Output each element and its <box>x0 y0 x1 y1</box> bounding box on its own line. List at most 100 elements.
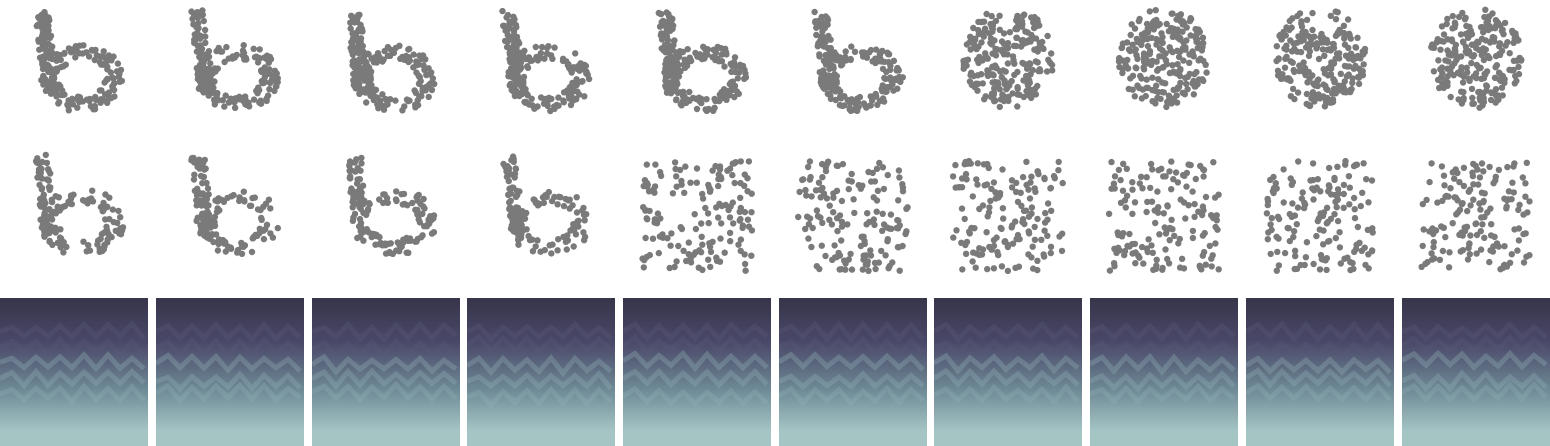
point <box>880 221 888 228</box>
point <box>257 100 265 107</box>
point <box>514 71 521 79</box>
point <box>46 17 53 24</box>
point <box>266 66 273 73</box>
point <box>512 21 520 29</box>
point <box>979 80 986 87</box>
texture-wave <box>1246 355 1392 376</box>
point <box>884 49 891 56</box>
point <box>1294 48 1301 55</box>
point <box>1309 160 1317 167</box>
point <box>97 235 104 242</box>
point <box>847 107 855 115</box>
point <box>1275 55 1282 62</box>
point <box>1173 99 1181 106</box>
point <box>1170 176 1177 183</box>
point <box>1143 20 1151 28</box>
point <box>847 56 854 64</box>
panel-row3-col3 <box>312 298 460 446</box>
point <box>521 89 528 96</box>
point <box>1023 158 1030 165</box>
point <box>1116 54 1123 62</box>
point <box>724 167 731 174</box>
point <box>201 156 208 164</box>
point <box>379 199 387 207</box>
point <box>53 55 60 62</box>
point <box>240 188 247 195</box>
point <box>1365 265 1372 272</box>
point <box>201 26 209 34</box>
point <box>514 192 521 199</box>
point <box>1267 250 1274 258</box>
point <box>508 214 515 221</box>
point <box>973 176 980 183</box>
point <box>1143 174 1150 181</box>
point <box>379 58 386 65</box>
point <box>737 179 744 187</box>
point <box>671 159 679 166</box>
point <box>1500 262 1508 269</box>
point <box>1154 22 1162 29</box>
point <box>838 237 845 244</box>
point <box>360 237 367 244</box>
point <box>1153 262 1160 269</box>
point <box>1031 223 1038 231</box>
point <box>1346 184 1353 191</box>
point <box>105 95 112 103</box>
point <box>1308 41 1315 48</box>
point-cloud-plot <box>499 7 593 115</box>
point <box>827 92 834 99</box>
point <box>1032 58 1039 65</box>
point <box>63 243 70 251</box>
point <box>1202 193 1210 201</box>
point <box>1514 247 1521 254</box>
point <box>981 182 988 189</box>
point <box>1343 63 1351 70</box>
point <box>514 38 521 45</box>
point <box>684 46 691 53</box>
point <box>1208 263 1215 270</box>
point <box>803 192 810 199</box>
point <box>1313 42 1320 50</box>
point <box>1482 71 1489 78</box>
point <box>963 41 971 48</box>
point <box>974 181 981 188</box>
point <box>1169 61 1176 69</box>
point <box>1004 243 1012 251</box>
point <box>1458 201 1465 208</box>
point <box>348 12 355 19</box>
point <box>1516 201 1523 208</box>
point <box>89 47 96 54</box>
point <box>972 264 979 271</box>
point <box>45 176 52 184</box>
texture-wave <box>467 353 613 378</box>
point <box>895 217 902 224</box>
texture-wave <box>623 385 769 407</box>
panel-row1-col8 <box>1090 0 1238 148</box>
point <box>1466 23 1473 31</box>
point <box>1047 243 1055 250</box>
point <box>1327 63 1334 70</box>
point <box>1309 89 1317 96</box>
point <box>1437 66 1444 73</box>
point <box>1143 76 1150 83</box>
panel-row2-col2 <box>156 144 304 292</box>
point <box>1522 193 1529 200</box>
point <box>1506 50 1513 57</box>
point <box>537 50 545 57</box>
point <box>428 86 436 94</box>
point <box>68 200 76 208</box>
point <box>673 258 680 265</box>
point <box>718 202 726 210</box>
point <box>352 168 359 175</box>
point <box>1200 173 1207 180</box>
point <box>1152 219 1159 227</box>
point <box>1304 79 1311 86</box>
point <box>890 57 898 64</box>
point <box>876 159 883 167</box>
point <box>1289 85 1297 93</box>
point <box>994 46 1001 53</box>
point <box>1174 179 1182 186</box>
point <box>108 233 115 241</box>
texture-wave <box>0 335 146 360</box>
point <box>1125 85 1132 93</box>
